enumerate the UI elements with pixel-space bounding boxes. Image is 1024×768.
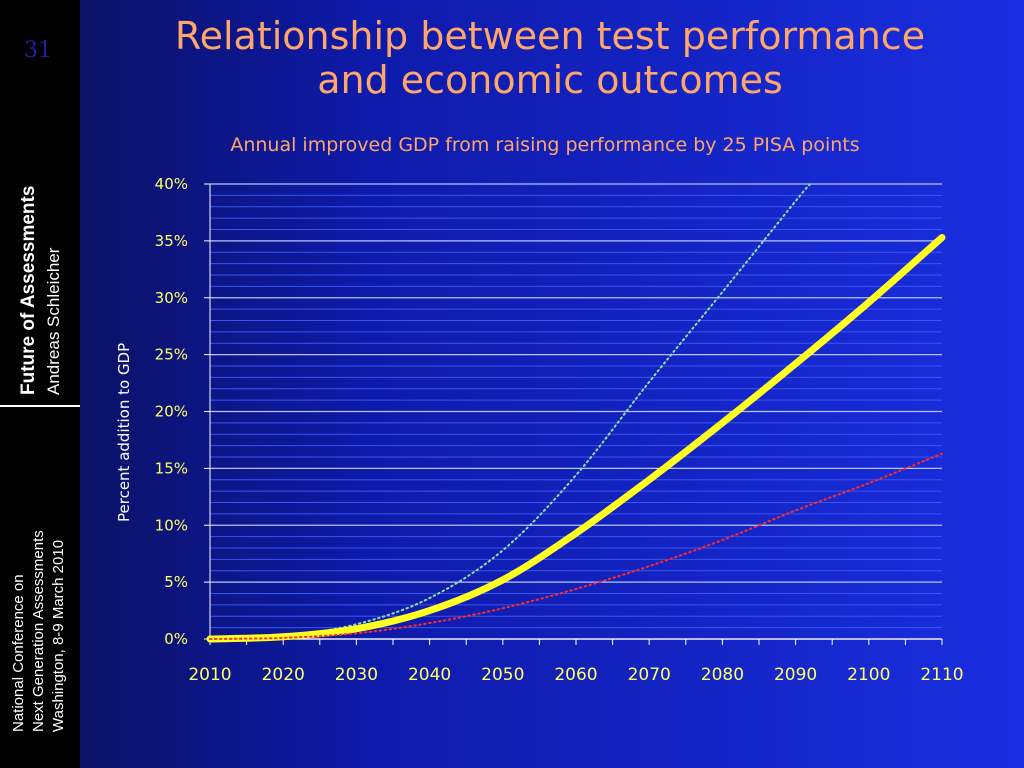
x-tick-label: 2020 [262,665,305,685]
x-tick-label: 2100 [847,665,890,685]
series-line-2 [206,233,946,643]
slide-title-line2: and economic outcomes [317,58,783,102]
minor-gridlines [210,194,942,629]
slide-number: 31 [24,38,52,63]
y-tick-label: 0% [164,630,188,648]
x-tick-label: 2040 [408,665,451,685]
x-tick-label: 2070 [628,665,671,685]
x-tick-label: 2090 [774,665,817,685]
x-tick-label: 2060 [554,665,597,685]
y-tick-labels: 0% 5% 10% 15% 20% 25% 30% 35% 40% [155,175,188,648]
x-tick-label: 2050 [481,665,524,685]
y-tick-label: 15% [155,459,188,477]
y-tick-label: 35% [155,232,188,250]
sidebar: 31 Future of Assessments Andreas Schleic… [0,0,80,768]
y-tick-label: 25% [155,346,188,364]
x-tick-label: 2080 [701,665,744,685]
y-tick-label: 10% [155,516,188,534]
x-tick-labels: 2010 2020 2030 2040 2050 2060 2070 2080 2090 2100… [188,665,963,685]
y-tick-label: 5% [164,573,188,591]
x-tick-label: 2030 [335,665,378,685]
x-tick-label: 2010 [188,665,231,685]
chart-title: Annual improved GDP from raising perform… [230,134,860,156]
y-tick-label: 30% [155,289,188,307]
x-tick-label: 2110 [920,665,963,685]
series-lines [206,183,946,643]
series-line-3 [209,452,943,640]
sidebar-divider [0,405,80,407]
y-tick-label: 40% [155,175,188,193]
slide-title: Relationship between test performance an… [110,14,990,102]
slide-title-line1: Relationship between test performance [174,14,926,58]
y-tick-label: 20% [155,403,188,421]
axes [204,183,943,645]
